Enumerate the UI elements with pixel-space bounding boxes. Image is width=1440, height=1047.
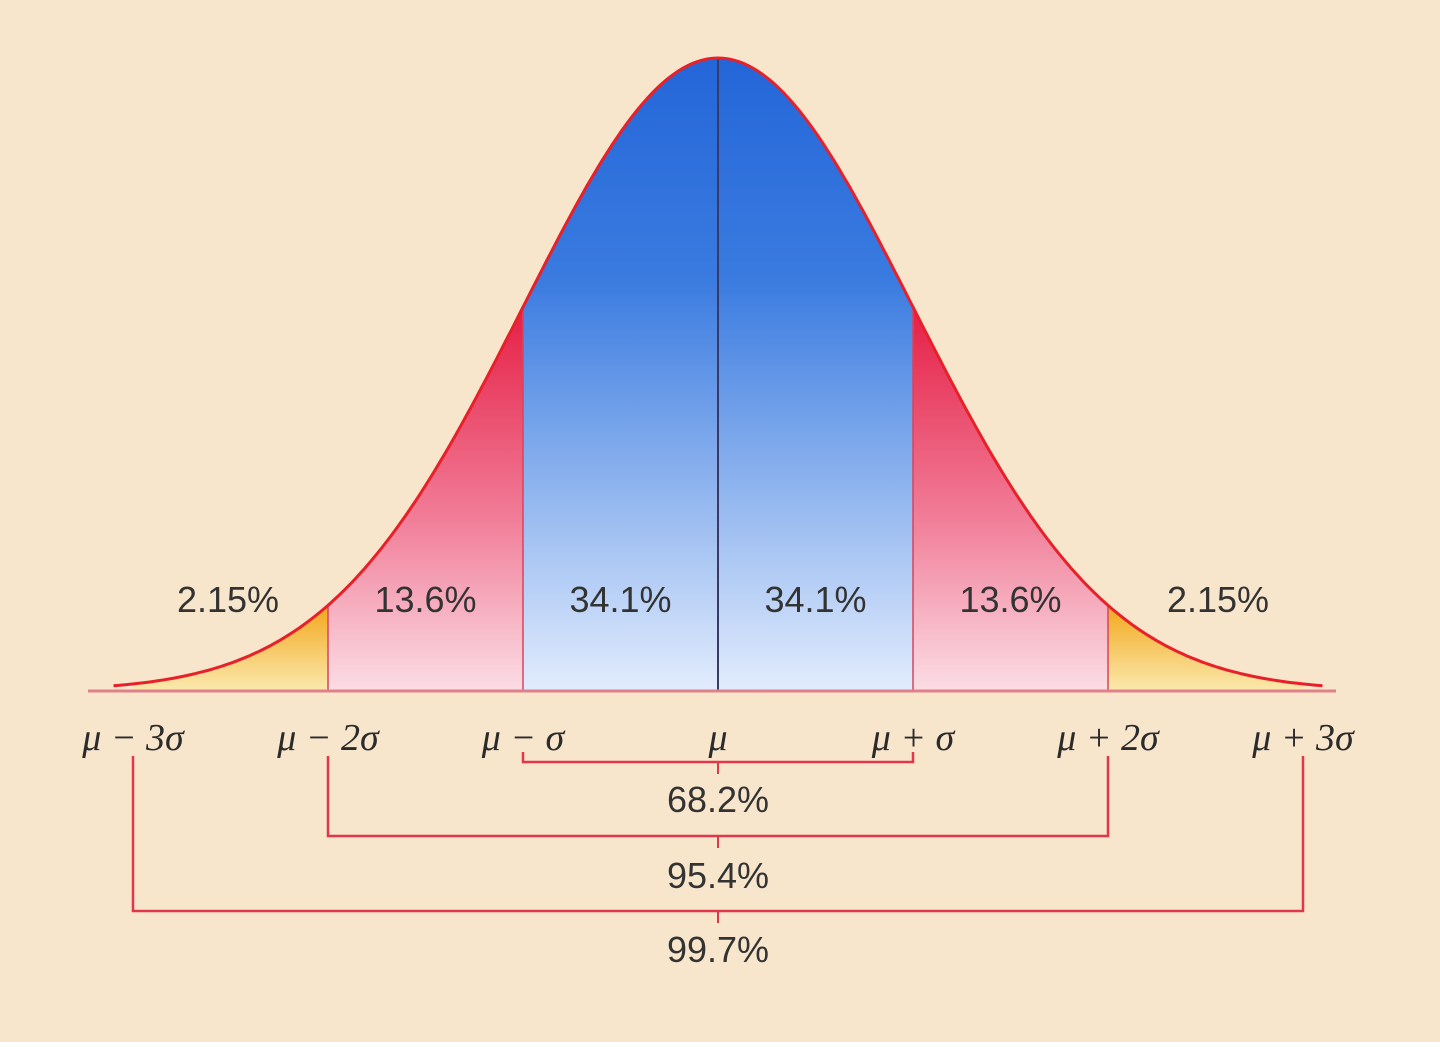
bracket-percent-label-0: 68.2% [667, 779, 769, 820]
region-percent-label-2: 34.1% [569, 579, 671, 620]
axis-tick-label-3: μ [707, 717, 727, 759]
region-percent-label-0: 2.15% [177, 579, 279, 620]
region-percent-label-5: 2.15% [1167, 579, 1269, 620]
region-area-5 [1108, 605, 1303, 691]
bracket-percent-label-1: 95.4% [667, 855, 769, 896]
region-percent-label-3: 34.1% [764, 579, 866, 620]
bracket-percent-label-2: 99.7% [667, 929, 769, 970]
axis-tick-label-5: μ + 2σ [1056, 717, 1160, 759]
region-percent-label-1: 13.6% [374, 579, 476, 620]
region-area-0 [133, 605, 328, 691]
normal-curve-line [113, 56, 1323, 688]
axis-tick-label-6: μ + 3σ [1251, 717, 1355, 759]
region-percent-label-4: 13.6% [959, 579, 1061, 620]
axis-tick-label-1: μ − 2σ [276, 717, 380, 759]
axis-tick-label-0: μ − 3σ [81, 717, 185, 759]
